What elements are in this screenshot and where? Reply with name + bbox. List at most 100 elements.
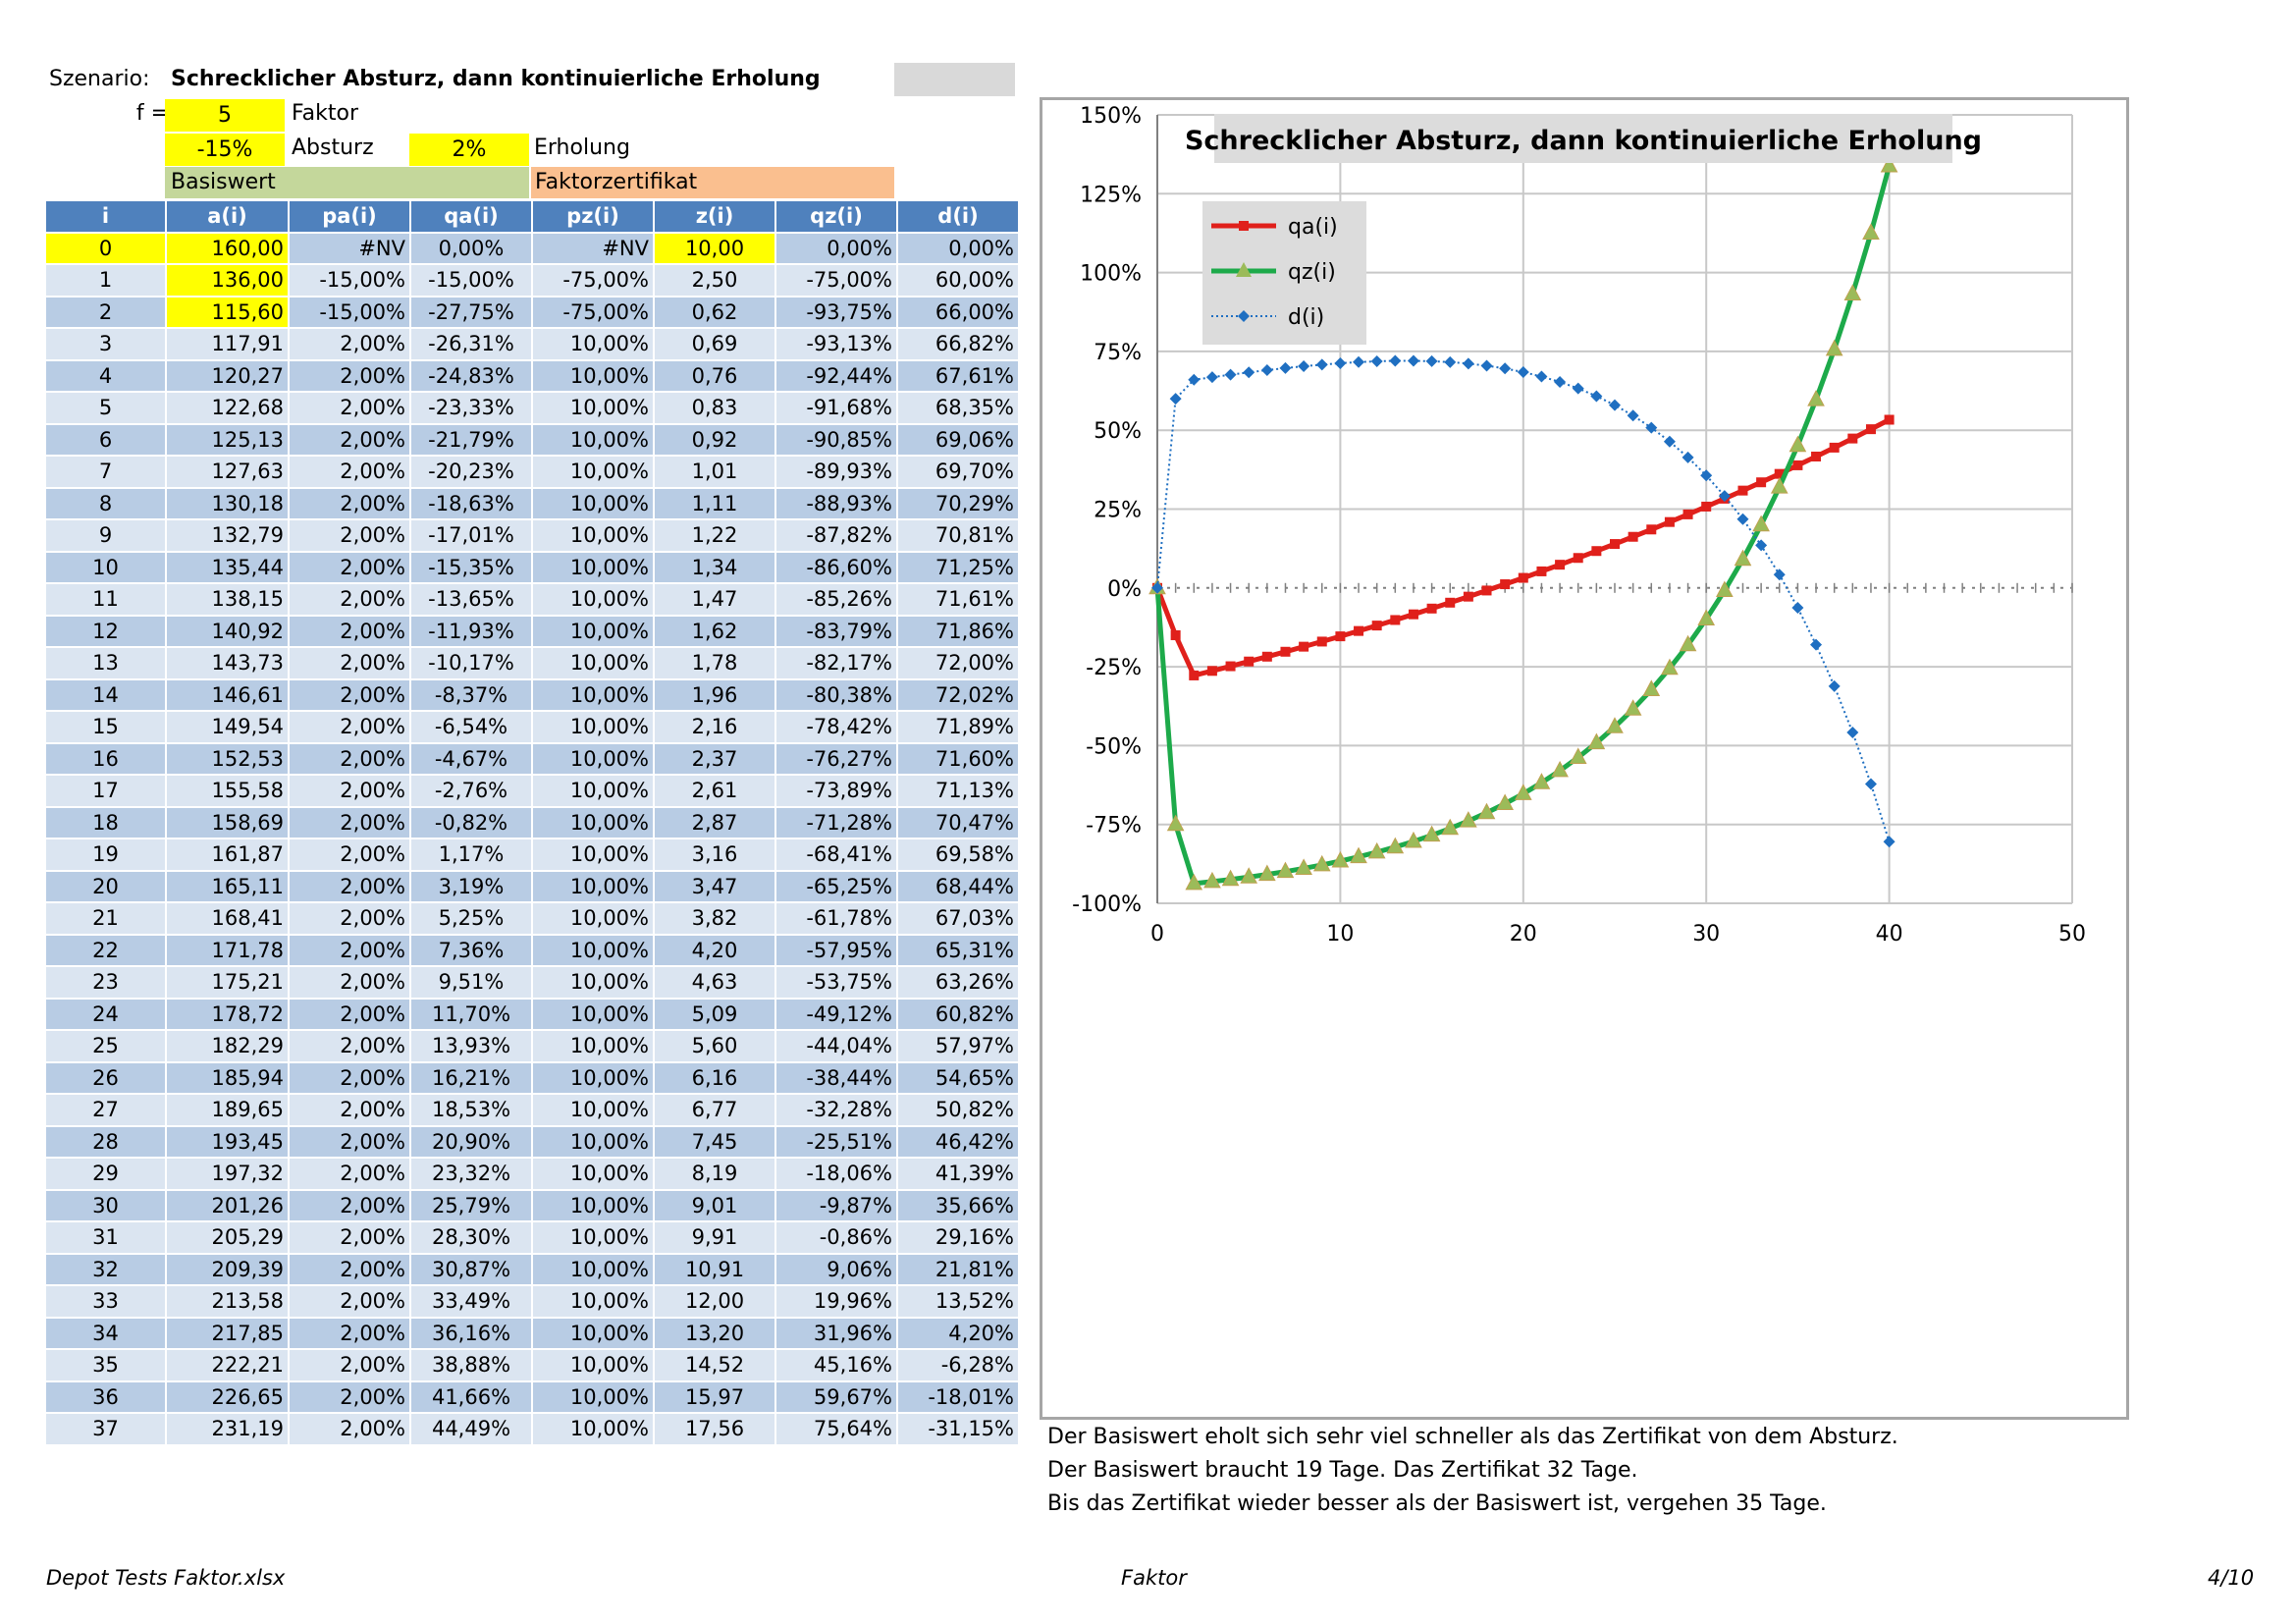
table-cell: 143,73 — [165, 646, 290, 680]
table-row: 35 222,21 2,00% 38,88% 10,00% 14,52 45,16% -6,2… — [44, 1348, 1020, 1382]
qa-point — [1390, 615, 1401, 625]
qa-point — [1280, 646, 1291, 657]
absturz-value[interactable]: -15% — [165, 134, 285, 166]
table-cell: 13,52% — [896, 1284, 1020, 1319]
table-cell: -9,87% — [774, 1188, 898, 1222]
table-cell: 68,44% — [896, 869, 1020, 903]
table-cell: 1,34 — [653, 550, 776, 584]
qz-point — [1789, 435, 1807, 453]
table-cell: 35,66% — [896, 1188, 1020, 1222]
d-point — [1810, 638, 1823, 651]
table-cell: -49,12% — [774, 997, 898, 1031]
table-cell: -90,85% — [774, 422, 898, 457]
d-point — [1444, 355, 1457, 368]
qa-point — [1536, 566, 1547, 576]
qz-point — [1642, 679, 1661, 696]
table-cell: 50,82% — [896, 1093, 1020, 1127]
table-cell: 10,00% — [531, 901, 655, 936]
qa-point — [1261, 651, 1272, 662]
d-point — [1298, 360, 1310, 373]
qa-point — [1354, 625, 1364, 636]
table-cell: 10,00% — [531, 550, 655, 584]
table-cell: 70,47% — [896, 805, 1020, 839]
table-cell: 152,53 — [165, 741, 290, 776]
faktorzertifikat-label: Faktorzertifikat — [531, 167, 894, 198]
d-point — [1590, 390, 1603, 403]
table-cell: 226,65 — [165, 1380, 290, 1414]
table-cell: 66,00% — [896, 295, 1020, 329]
table-cell: 10,00% — [531, 1029, 655, 1063]
table-cell: 12,00 — [653, 1284, 776, 1319]
footer-page: 4/10 — [2208, 1566, 2255, 1590]
table-row: 12 140,92 2,00% -11,93% 10,00% 1,62 -83,79% 71,… — [44, 614, 1020, 648]
table-cell: -18,63% — [409, 486, 533, 520]
table-cell: 71,25% — [896, 550, 1020, 584]
table-cell: 10,00 — [653, 231, 776, 265]
table-cell: 127,63 — [165, 455, 290, 489]
table-cell: 2,00% — [288, 1220, 411, 1255]
table-cell: 10,00% — [531, 869, 655, 903]
table-cell: 70,29% — [896, 486, 1020, 520]
table-cell: 185,94 — [165, 1060, 290, 1095]
table-cell: -92,44% — [774, 358, 898, 393]
table-cell: 46,42% — [896, 1124, 1020, 1159]
table-cell: -89,93% — [774, 455, 898, 489]
table-cell: 165,11 — [165, 869, 290, 903]
column-header: z(i) — [653, 199, 776, 234]
table-cell: 0,69 — [653, 327, 776, 361]
qa-point — [1573, 553, 1583, 564]
table-row: 31 205,29 2,00% 28,30% 10,00% 9,91 -0,86% 29,16… — [44, 1220, 1020, 1255]
gray-cell — [894, 63, 1015, 96]
table-cell: 178,72 — [165, 997, 290, 1031]
note-line-1: Der Basiswert eholt sich sehr viel schne… — [1047, 1425, 1898, 1449]
table-cell: -25,51% — [774, 1124, 898, 1159]
d-point — [1243, 366, 1255, 379]
table-row: 1 136,00 -15,00% -15,00% -75,00% 2,50 -75,00% 6… — [44, 263, 1020, 298]
table-cell: -31,15% — [896, 1412, 1020, 1446]
table-cell: 2,00% — [288, 965, 411, 1000]
d-point — [1407, 354, 1419, 367]
table-cell: 5,09 — [653, 997, 776, 1031]
table-cell: -23,33% — [409, 391, 533, 425]
table-row: 22 171,78 2,00% 7,36% 10,00% 4,20 -57,95% 65,31… — [44, 933, 1020, 967]
table-cell: 1,17% — [409, 838, 533, 872]
erholung-value[interactable]: 2% — [409, 134, 529, 166]
d-point — [1188, 373, 1201, 386]
table-cell: 13,93% — [409, 1029, 533, 1063]
qz-point — [1825, 339, 1843, 356]
table-cell: 160,00 — [165, 231, 290, 265]
table-cell: 16,21% — [409, 1060, 533, 1095]
table-cell: 9 — [44, 518, 167, 553]
qz-point — [1460, 811, 1477, 828]
table-cell: -53,75% — [774, 965, 898, 1000]
table-cell: 25 — [44, 1029, 167, 1063]
table-cell: 2,00% — [288, 741, 411, 776]
d-point — [1682, 451, 1694, 463]
column-header: pa(i) — [288, 199, 411, 234]
table-cell: 0,76 — [653, 358, 776, 393]
table-cell: 2,00% — [288, 1124, 411, 1159]
table-row: 28 193,45 2,00% 20,90% 10,00% 7,45 -25,51% 46,4… — [44, 1124, 1020, 1159]
table-cell: 10,00% — [531, 933, 655, 967]
table-cell: -24,83% — [409, 358, 533, 393]
table-cell: 213,58 — [165, 1284, 290, 1319]
table-row: 11 138,15 2,00% -13,65% 10,00% 1,47 -85,26% 71,… — [44, 582, 1020, 617]
d-point — [1627, 409, 1639, 422]
f-value[interactable]: 5 — [165, 99, 285, 132]
table-cell: 115,60 — [165, 295, 290, 329]
qz-point — [1367, 841, 1386, 859]
qz-point — [1185, 873, 1203, 891]
table-cell: 20 — [44, 869, 167, 903]
table-cell: -80,38% — [774, 677, 898, 712]
table-cell: 138,15 — [165, 582, 290, 617]
qa-point — [1481, 585, 1492, 596]
qa-point — [1299, 641, 1309, 652]
qa-point — [1225, 661, 1236, 672]
table-cell: 37 — [44, 1412, 167, 1446]
d-point — [1151, 581, 1163, 594]
table-cell: -4,67% — [409, 741, 533, 776]
szenario-title: Schrecklicher Absturz, dann kontinuierli… — [171, 67, 821, 91]
table-cell: -87,82% — [774, 518, 898, 553]
table-cell: 2 — [44, 295, 167, 329]
x-tick-label: 20 — [1510, 922, 1537, 947]
